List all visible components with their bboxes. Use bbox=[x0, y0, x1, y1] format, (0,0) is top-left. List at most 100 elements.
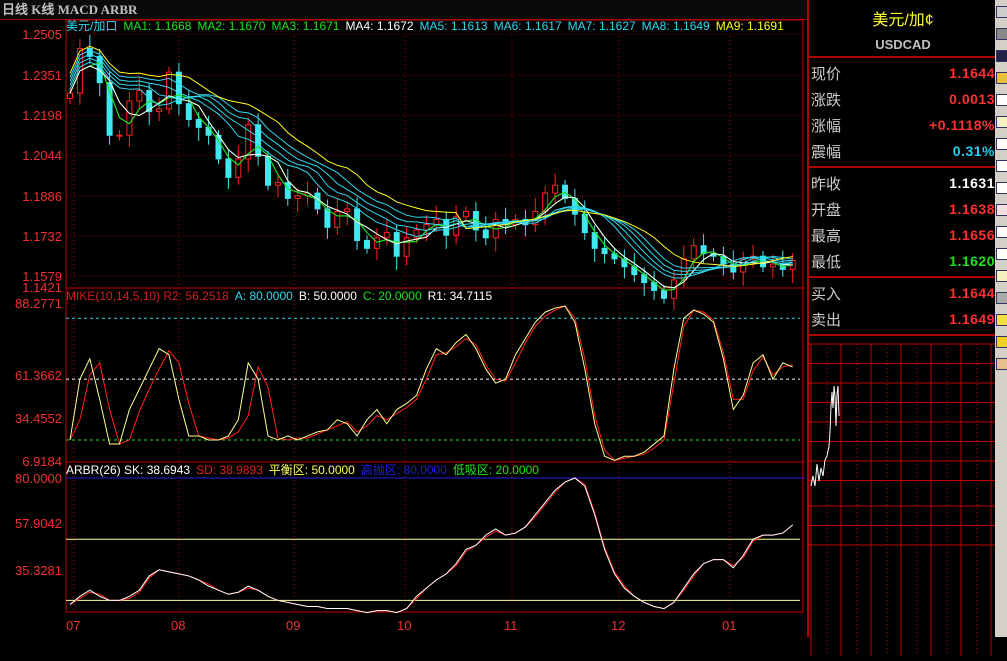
legend-item: ARBR(26) SK: 38.6943 bbox=[66, 463, 191, 477]
price-tick-label: 1.1579 bbox=[22, 269, 62, 284]
quote-label: 最高 bbox=[811, 227, 842, 245]
toolbar-tool-icon[interactable] bbox=[996, 314, 1007, 326]
candle-body bbox=[344, 208, 351, 213]
x-tick-label: 01 bbox=[722, 618, 736, 633]
candle-body bbox=[383, 232, 390, 239]
quote-row: 昨收 1.1631 bbox=[809, 170, 997, 196]
quote-row: 涨幅 +0.1118% bbox=[809, 112, 997, 138]
toolbar-tool-icon[interactable] bbox=[996, 50, 1007, 62]
legend-item: MA2: 1.1670 bbox=[197, 19, 266, 33]
arbr-line-sk bbox=[69, 477, 794, 614]
candle-body bbox=[552, 184, 559, 194]
quote-value: 0.0013 bbox=[949, 91, 995, 107]
candle-body bbox=[205, 126, 212, 136]
candle-body bbox=[700, 245, 707, 255]
quote-label: 买入 bbox=[811, 285, 842, 303]
mike-line bbox=[69, 305, 793, 461]
symbol-label: 美元/加口 bbox=[66, 19, 118, 33]
moving-average-line bbox=[69, 53, 793, 272]
candle-body bbox=[324, 208, 331, 228]
candle-body bbox=[463, 211, 469, 218]
tick-price-line bbox=[810, 385, 840, 487]
quote-label: 震幅 bbox=[811, 143, 842, 161]
price-tick-label: 1.2351 bbox=[22, 68, 62, 83]
moving-average-line bbox=[69, 49, 793, 269]
candle-body bbox=[423, 224, 430, 231]
quote-value: 1.1644 bbox=[949, 65, 995, 81]
chart-frame bbox=[65, 19, 804, 613]
toolbar-tool-icon[interactable] bbox=[996, 204, 1007, 216]
toolbar-tool-icon[interactable] bbox=[996, 270, 1007, 282]
quote-value: 1.1649 bbox=[949, 311, 995, 327]
candle-body bbox=[591, 232, 598, 249]
arbr-legend: ARBR(26) SK: 38.6943 SD: 38.9893 平衡区: 50.0… bbox=[66, 463, 545, 477]
x-tick-label: 09 bbox=[286, 618, 300, 633]
quote-row: 买入 1.1644 bbox=[809, 280, 997, 306]
legend-item: MA6: 1.1617 bbox=[493, 19, 562, 33]
legend-item: 平衡区: 50.0000 bbox=[268, 463, 355, 477]
legend-item: MA7: 1.1627 bbox=[567, 19, 636, 33]
toolbar-tool-icon[interactable] bbox=[996, 182, 1007, 194]
price-tick-label: 1.2505 bbox=[22, 27, 62, 42]
legend-item: B: 50.0000 bbox=[298, 289, 357, 303]
candle-body bbox=[195, 118, 202, 128]
toolbar-tool-icon[interactable] bbox=[996, 358, 1007, 370]
toolbar-tool-icon[interactable] bbox=[996, 226, 1007, 238]
candle-body bbox=[235, 158, 242, 178]
x-tick-label: 11 bbox=[504, 618, 518, 633]
quote-row: 涨跌 0.0013 bbox=[809, 86, 997, 112]
toolbar-tool-icon[interactable] bbox=[996, 28, 1007, 40]
toolbar-tool-icon[interactable] bbox=[996, 160, 1007, 172]
candle-body bbox=[621, 258, 628, 268]
candle-body bbox=[373, 237, 380, 249]
quote-group-prices: 昨收 1.1631 开盘 1.1638 最高 1.1656 最低 1.1620 bbox=[809, 168, 997, 278]
candle-body bbox=[67, 92, 73, 99]
toolbar-tool-icon[interactable] bbox=[996, 248, 1007, 260]
toolbar-tool-icon[interactable] bbox=[996, 336, 1007, 348]
toolbar-tool-icon[interactable] bbox=[996, 6, 1007, 18]
chart-area[interactable]: 1.2505 1.2351 1.2198 1.2044 1.1886 1.1732 1.15… bbox=[0, 0, 807, 637]
mike-legend: MIKE(10,14,5,10) R2: 56.2518 A: 80.0000 B:… bbox=[66, 289, 498, 303]
candle-body bbox=[690, 245, 697, 260]
x-tick-label: 10 bbox=[397, 618, 411, 633]
quote-label: 最低 bbox=[811, 253, 842, 271]
arbr-line-sd bbox=[69, 477, 794, 614]
toolbar-tool-icon[interactable] bbox=[996, 72, 1007, 84]
moving-average-line bbox=[69, 45, 793, 267]
mike-tick-label: 88.2771 bbox=[15, 296, 62, 311]
x-tick-label: 07 bbox=[66, 618, 80, 633]
candle-body bbox=[294, 195, 301, 199]
candle-body bbox=[126, 100, 133, 136]
quote-label: 卖出 bbox=[811, 311, 842, 329]
candle-body bbox=[601, 247, 608, 255]
legend-item: 高抛区: 80.0000 bbox=[360, 463, 447, 477]
candle-body bbox=[403, 237, 410, 257]
toolbar-tool-icon[interactable] bbox=[996, 116, 1007, 128]
arbr-tick-label: 57.9042 bbox=[15, 516, 62, 531]
price-tick-label: 1.1421 bbox=[22, 280, 62, 295]
toolbar-tool-icon[interactable] bbox=[996, 292, 1007, 304]
tick-chart bbox=[809, 343, 1007, 656]
toolbar bbox=[995, 0, 1007, 637]
quote-label: 现价 bbox=[811, 65, 842, 83]
arbr-tick-label: 80.0000 bbox=[15, 471, 62, 486]
candle-body bbox=[354, 208, 361, 241]
quote-label: 开盘 bbox=[811, 201, 842, 219]
quote-row: 震幅 0.31% bbox=[809, 138, 997, 164]
legend-item: MA5: 1.1613 bbox=[419, 19, 488, 33]
candle-body bbox=[116, 134, 123, 137]
legend-item: MA1: 1.1668 bbox=[123, 19, 192, 33]
candle-body bbox=[364, 239, 370, 249]
price-legend: 美元/加口 MA1: 1.1668 MA2: 1.1670 MA3: 1.1671 MA… bbox=[66, 19, 790, 33]
quote-label: 涨跌 bbox=[811, 91, 842, 109]
legend-item: MA4: 1.1672 bbox=[345, 19, 414, 33]
toolbar-tool-icon[interactable] bbox=[996, 94, 1007, 106]
candle-body bbox=[393, 232, 400, 257]
toolbar-tool-icon[interactable] bbox=[996, 138, 1007, 150]
candle-body bbox=[166, 71, 172, 110]
candle-body bbox=[661, 289, 667, 299]
quote-label: 昨收 bbox=[811, 175, 842, 193]
legend-item: A: 80.0000 bbox=[234, 289, 293, 303]
candle-body bbox=[245, 124, 252, 160]
quote-row: 最低 1.1620 bbox=[809, 248, 997, 274]
